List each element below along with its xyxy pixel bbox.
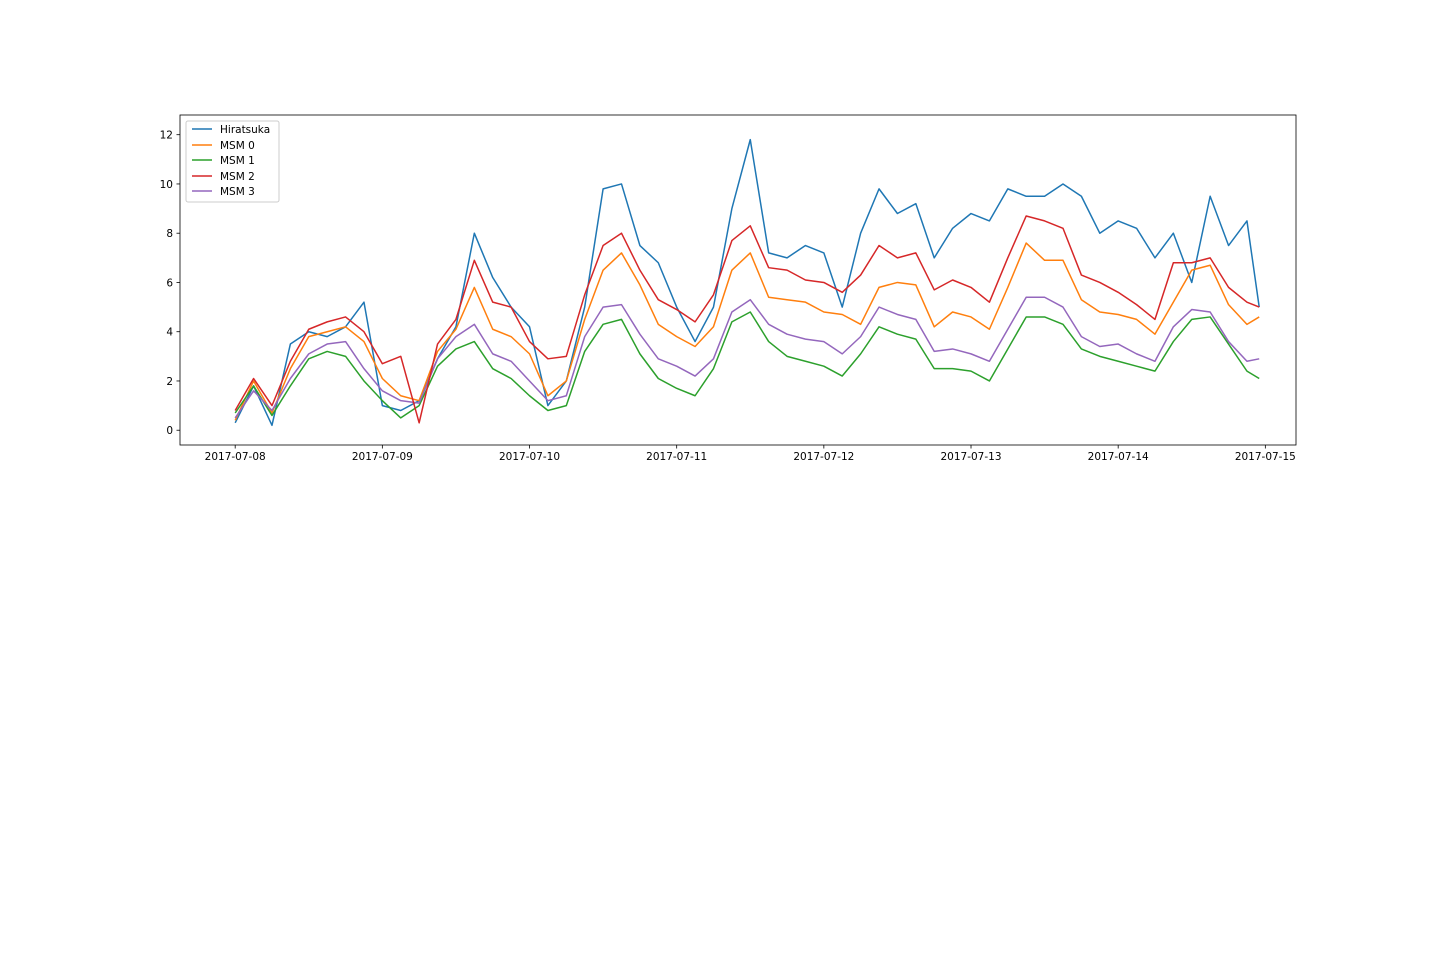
legend-label-msm-2: MSM 2 — [220, 171, 255, 183]
x-tick-label: 2017-07-12 — [793, 451, 854, 463]
series-layer — [234, 138, 1260, 427]
legend-label-msm-1: MSM 1 — [220, 155, 255, 167]
x-tick-label: 2017-07-15 — [1235, 451, 1296, 463]
x-tick-label: 2017-07-09 — [352, 451, 413, 463]
y-tick-label: 4 — [166, 327, 173, 339]
series-line-msm-2 — [234, 215, 1260, 424]
legend: Hiratsuka MSM 0 MSM 1 MSM 2 MSM 3 — [185, 120, 280, 203]
y-tick-label: 12 — [160, 130, 173, 142]
x-tick-label: 2017-07-08 — [205, 451, 266, 463]
axes-layer: 0 2 4 6 8 10 12 2017-07-08 2017-07-09 2017-07-10 2… — [160, 114, 1297, 463]
series-line-hiratsuka — [234, 138, 1260, 427]
x-tick-label: 2017-07-14 — [1088, 451, 1149, 463]
legend-frame — [185, 120, 280, 203]
legend-label-msm-0: MSM 0 — [220, 140, 255, 152]
y-tick-label: 0 — [166, 425, 173, 437]
legend-entry-msm-2: MSM 2 — [192, 171, 255, 183]
x-tick-label: 2017-07-10 — [499, 451, 560, 463]
legend-label-hiratsuka: Hiratsuka — [220, 124, 270, 136]
series-line-msm-3 — [234, 296, 1260, 419]
legend-entry-msm-0: MSM 0 — [192, 140, 255, 152]
y-tick-label: 2 — [166, 376, 173, 388]
legend-entry-hiratsuka: Hiratsuka — [192, 124, 270, 136]
series-line-msm-1 — [234, 311, 1260, 419]
y-tick-label: 8 — [166, 228, 173, 240]
legend-entry-msm-1: MSM 1 — [192, 155, 255, 167]
series-line-msm-0 — [234, 242, 1260, 421]
x-tick-label: 2017-07-11 — [646, 451, 707, 463]
plot-frame — [179, 114, 1297, 446]
legend-label-msm-3: MSM 3 — [220, 186, 255, 198]
y-tick-label: 10 — [160, 179, 173, 191]
legend-entry-msm-3: MSM 3 — [192, 186, 255, 198]
x-tick-label: 2017-07-13 — [940, 451, 1001, 463]
y-tick-label: 6 — [166, 277, 173, 289]
